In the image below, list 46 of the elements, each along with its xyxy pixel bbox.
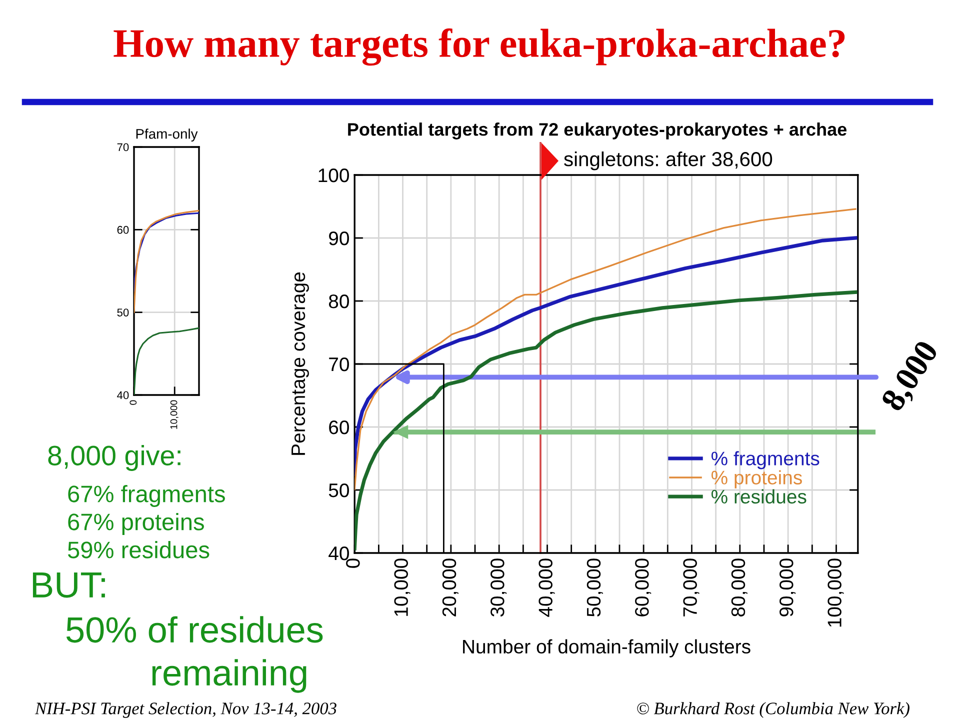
legend-label: % proteins — [711, 470, 802, 488]
x-tick-label: 50,000 — [586, 558, 603, 617]
text: BUT: — [32, 572, 105, 598]
text: 59% residues — [68, 540, 210, 558]
text: NIH-PSI Target Selection, Nov 13-14, 2003 — [34, 702, 336, 718]
legend-label: % fragments — [711, 451, 820, 470]
ref-line-label: singletons: after 38,600 — [564, 151, 772, 170]
y-tick-label: 40 — [328, 546, 349, 560]
text: remaining — [152, 659, 306, 693]
y-tick-label: 70 — [329, 357, 349, 372]
y-tick-label: 100 — [318, 168, 349, 182]
x-tick-label: 0 — [130, 400, 137, 405]
line-series — [354, 208, 856, 490]
x-tick-label: 0 — [346, 558, 360, 568]
x-tick-label: 10,000 — [170, 400, 178, 429]
y-tick-label: 50 — [328, 483, 349, 498]
y-tick-label: 40 — [117, 391, 129, 400]
y-tick-label: 70 — [117, 143, 129, 152]
text: © Burkhard Rost (Columbia New York) — [637, 702, 910, 718]
x-tick-label: 40,000 — [538, 558, 555, 617]
x-tick-label: 10,000 — [394, 558, 410, 616]
line-series — [134, 210, 199, 314]
x-tick-label: 80,000 — [731, 558, 748, 616]
y-tick-label: 60 — [117, 226, 129, 234]
x-tick-label: 70,000 — [683, 558, 700, 616]
line-series — [134, 212, 199, 292]
chart-subtitle: Potential targets from 72 eukaryotes-prokaryotes + archae — [348, 122, 847, 140]
text: 50% of residues — [66, 616, 323, 643]
x-tick-label: 90,000 — [780, 558, 796, 616]
x-axis-title: Number of domain-family clusters — [463, 639, 750, 658]
text: 8,000 give: — [48, 445, 180, 471]
y-tick-label: 80 — [328, 294, 349, 308]
chart-title: Pfam-only — [136, 128, 198, 142]
y-tick-label: 60 — [329, 420, 349, 434]
x-tick-label: 100,000 — [828, 558, 844, 627]
legend-label: % residues — [711, 489, 806, 504]
y-axis-title: Percentage coverage — [292, 272, 309, 455]
x-tick-label: 20,000 — [442, 558, 458, 616]
x-tick-label: 60,000 — [635, 558, 652, 616]
y-tick-label: 50 — [117, 308, 129, 316]
chart-title: How many targets for euka-proka-archae? — [114, 28, 845, 66]
text: 67% fragments — [68, 485, 225, 508]
y-tick-label: 90 — [329, 231, 349, 246]
x-tick-label: 30,000 — [490, 558, 507, 617]
text: 67% proteins — [68, 512, 204, 536]
line-series — [354, 290, 858, 550]
